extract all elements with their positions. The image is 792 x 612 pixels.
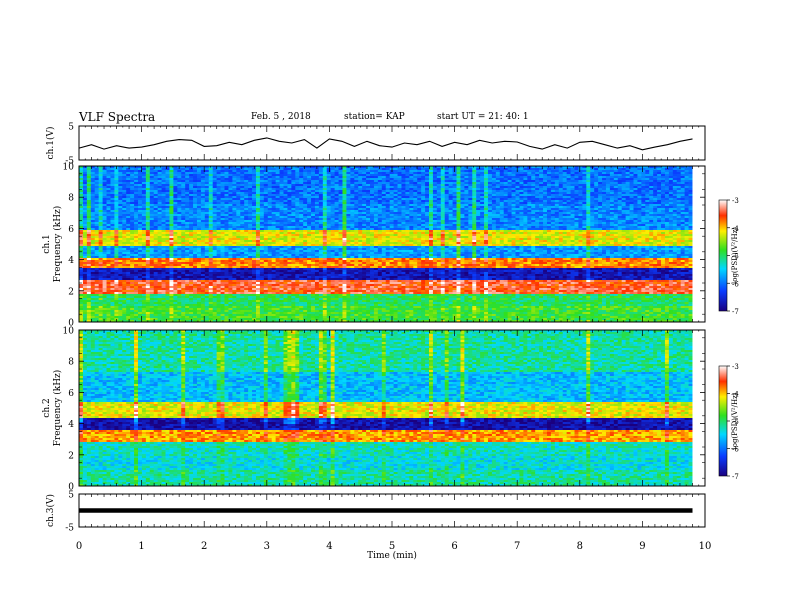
x-tick-label: 1: [138, 541, 144, 552]
colorbar-tick-label: -7: [732, 308, 739, 316]
y-tick-label: 5: [68, 491, 74, 501]
colorbar-tick-label: -5: [732, 418, 739, 426]
colorbar-tick-label: -6: [732, 446, 739, 454]
colorbar-tick-label: -7: [732, 473, 739, 481]
y-tick-label: 10: [63, 163, 75, 173]
y-axis-label: ch.2: [42, 398, 52, 417]
colorbar-tick-label: -4: [732, 225, 739, 233]
colorbar-tick-label: -3: [732, 197, 739, 205]
y-tick-label: 4: [68, 256, 74, 266]
no-data-region: [692, 166, 705, 322]
date-label: Feb. 5 , 2018: [251, 112, 311, 122]
y-tick-label: 0: [68, 483, 74, 493]
x-axis-label: Time (min): [367, 550, 417, 561]
ch2-spectrogram-image: [79, 330, 693, 487]
x-tick-label: 10: [699, 541, 712, 552]
y-axis-label: ch.1: [42, 234, 52, 253]
colorbar-tick-label: -5: [732, 253, 739, 261]
x-tick-label: 3: [264, 541, 270, 552]
y-axis-label: ch.3(V): [45, 494, 56, 527]
no-data-region: [692, 330, 705, 486]
x-tick-label: 5: [389, 541, 395, 552]
colorbar-tick-label: -4: [732, 391, 739, 399]
y-tick-label: 4: [68, 420, 74, 430]
x-tick-label: 7: [514, 541, 520, 552]
colorbar-tick-label: -6: [732, 280, 739, 288]
y-tick-label: 2: [68, 451, 74, 461]
x-tick-label: 9: [639, 541, 645, 552]
y-tick-label: 10: [63, 327, 75, 337]
y-tick-label: -5: [65, 157, 74, 167]
y-axis-label: ch.1(V): [45, 127, 56, 160]
y-tick-label: -5: [65, 524, 74, 534]
colorbar: [718, 199, 728, 312]
station-label: station= KAP: [344, 112, 405, 122]
start-time-label: start UT = 21: 40: 1: [437, 112, 529, 122]
x-tick-label: 2: [201, 541, 207, 552]
y-axis-label: Frequency (kHz): [52, 206, 63, 283]
x-tick-label: 8: [577, 541, 583, 552]
x-tick-label: 6: [451, 541, 457, 552]
y-tick-label: 2: [68, 287, 74, 297]
y-tick-label: 8: [68, 194, 74, 204]
x-tick-label: 0: [76, 541, 82, 552]
y-tick-label: 6: [68, 389, 74, 399]
colorbar: [718, 365, 728, 477]
colorbar-tick-label: -3: [732, 363, 739, 371]
y-tick-label: 6: [68, 225, 74, 235]
colorbar-label: log(PSD)(V²/Hz): [731, 392, 739, 449]
ch1-waveform-trace: [78, 137, 693, 151]
y-tick-label: 5: [68, 123, 74, 133]
colorbar-label: log(PSD)(V²/Hz): [731, 227, 739, 284]
ch1-spectrogram-image: [79, 166, 693, 323]
x-tick-label: 4: [326, 541, 332, 552]
y-tick-label: 8: [68, 358, 74, 368]
figure-title: VLF Spectra: [79, 110, 155, 124]
y-axis-label: Frequency (kHz): [52, 370, 63, 447]
y-tick-label: 0: [68, 319, 74, 329]
